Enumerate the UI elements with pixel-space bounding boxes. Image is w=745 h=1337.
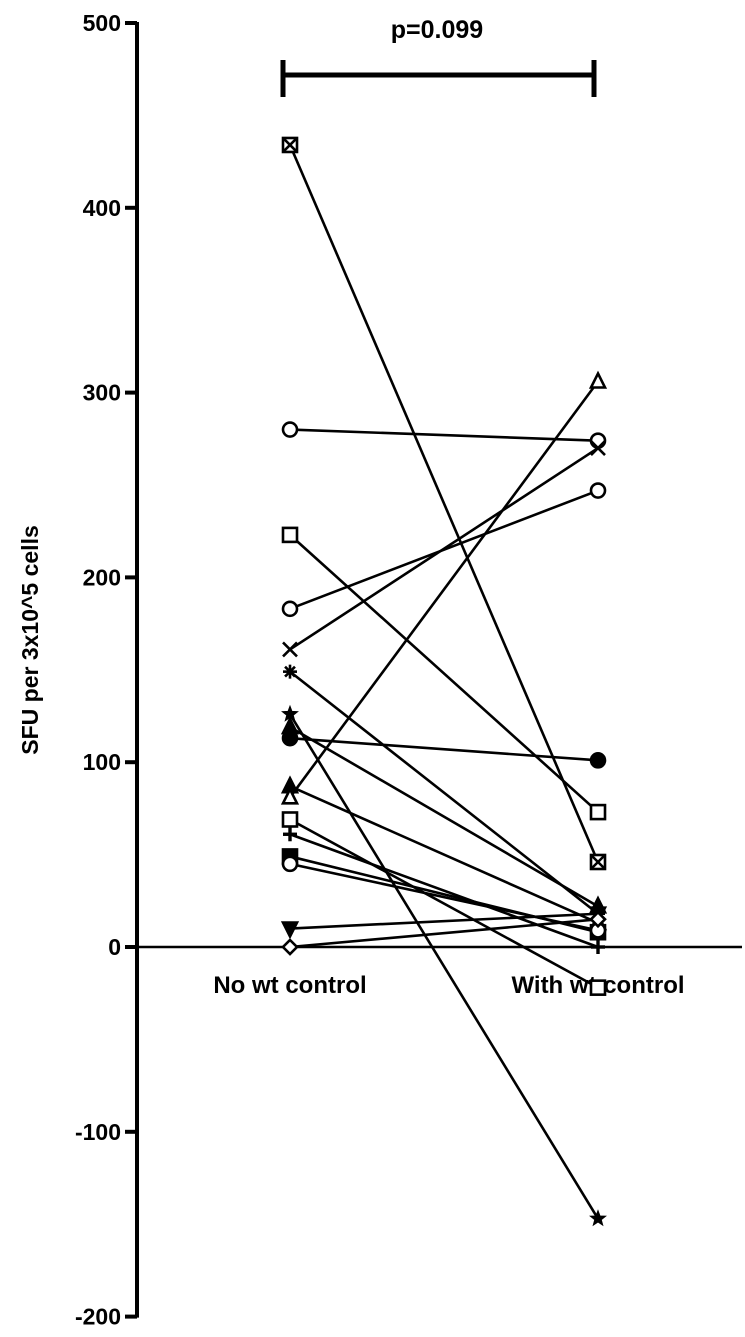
series-line	[289, 818, 599, 989]
series-line	[289, 670, 599, 915]
data-point	[281, 600, 299, 618]
data-point	[590, 440, 606, 456]
y-tick-label: 100	[83, 749, 121, 775]
data-point	[282, 641, 298, 658]
y-tick-label: 300	[83, 380, 121, 406]
series-line	[288, 713, 600, 1220]
series-line	[289, 912, 599, 930]
series-line	[289, 446, 599, 651]
y-tick-label: 0	[108, 934, 121, 960]
data-point	[281, 938, 299, 956]
significance-bracket	[280, 60, 597, 97]
data-point	[281, 855, 299, 873]
series-line	[289, 917, 599, 949]
series-line	[288, 144, 600, 863]
y-tick-label: 500	[83, 10, 121, 36]
series-line	[289, 862, 599, 932]
series-line	[289, 428, 599, 442]
data-point	[281, 421, 299, 438]
data-point	[589, 853, 607, 871]
data-point	[281, 729, 299, 747]
series-line	[289, 736, 599, 762]
data-point	[589, 979, 607, 996]
data-point	[283, 664, 297, 679]
series-line	[289, 833, 599, 949]
data-point	[588, 370, 608, 389]
series-line	[289, 533, 599, 814]
series-line	[288, 380, 600, 799]
data-point	[283, 827, 297, 842]
data-point	[589, 752, 607, 769]
data-point	[589, 432, 607, 449]
series-line	[289, 785, 599, 925]
data-point	[281, 136, 299, 154]
data-point	[281, 811, 299, 828]
star-marker	[589, 1209, 607, 1227]
series-markers	[280, 136, 608, 1227]
series-line	[289, 725, 599, 908]
p-value-annotation: p=0.099	[391, 16, 483, 44]
data-point	[589, 482, 607, 499]
series-lines	[288, 144, 600, 1220]
y-tick-label: -100	[75, 1119, 121, 1145]
y-tick-label: 200	[83, 564, 121, 590]
data-point	[280, 921, 300, 940]
y-tick-label: -200	[75, 1304, 121, 1330]
y-axis-label: SFU per 3x10^5 cells	[17, 525, 43, 755]
data-point	[589, 1209, 607, 1227]
data-point	[591, 940, 605, 954]
data-point	[589, 910, 607, 929]
x-category-label: No wt control	[213, 972, 366, 999]
data-point	[280, 786, 300, 805]
data-point	[589, 803, 607, 821]
y-tick-label: 400	[83, 195, 121, 221]
data-point	[281, 526, 299, 544]
